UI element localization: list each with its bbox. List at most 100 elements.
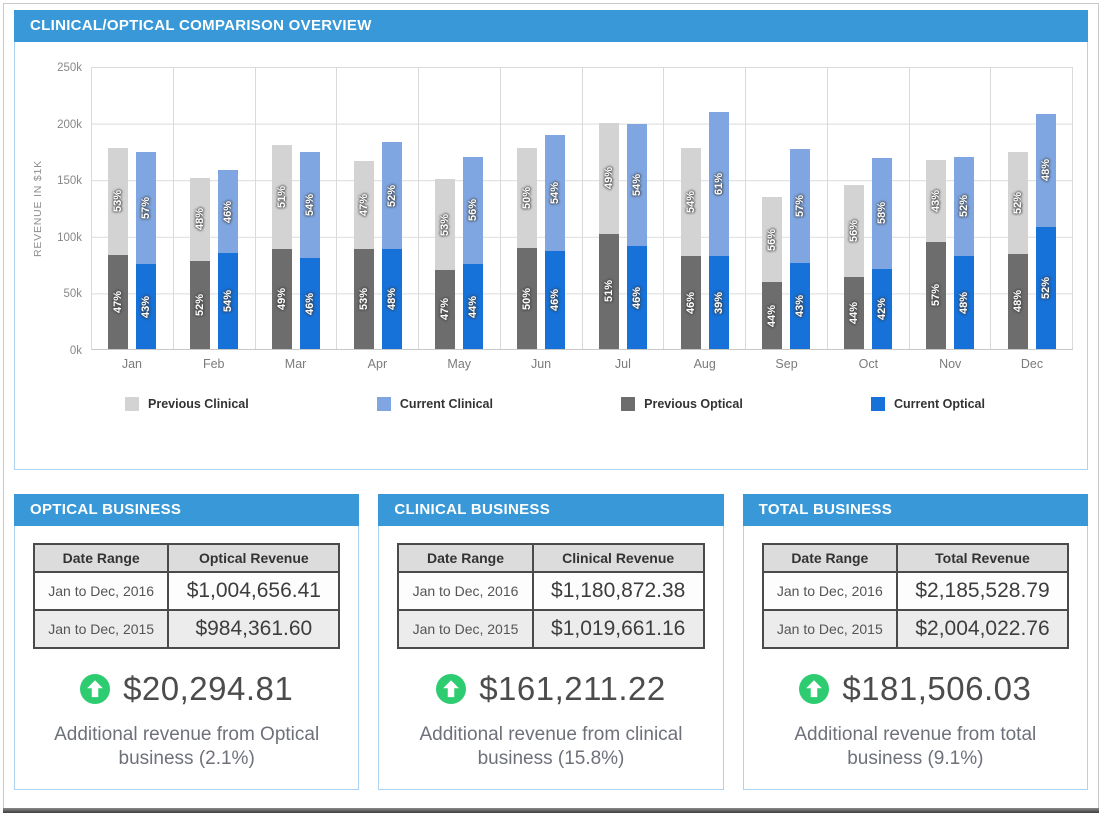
bar-segment-previous-optical: 47% — [108, 255, 129, 349]
month-column-apr: 53% 47% 48% 52% — [337, 67, 419, 349]
bar-segment-previous-optical: 44% — [762, 282, 783, 349]
bar-percent-label: 52% — [957, 195, 970, 218]
bar-segment-current-optical: 54% — [218, 252, 239, 349]
legend-item-current-optical[interactable]: Current Optical — [870, 397, 985, 411]
current-bar-feb: 54% 46% — [218, 170, 239, 349]
bar-percent-label: 53% — [112, 190, 125, 213]
previous-bar-may: 47% 53% — [435, 179, 456, 349]
y-tick-label: 0k — [69, 345, 82, 357]
bar-percent-label: 43% — [929, 189, 942, 212]
table-header-row: Date Range Total Revenue — [761, 543, 1069, 573]
x-tick-label: May — [447, 357, 472, 371]
legend-swatch — [376, 397, 391, 411]
bar-percent-label: 51% — [275, 186, 288, 209]
bar-percent-label: 56% — [848, 219, 861, 242]
legend-item-previous-clinical[interactable]: Previous Clinical — [125, 397, 249, 411]
bar-segment-previous-clinical: 56% — [762, 197, 783, 283]
bar-segment-previous-optical: 50% — [517, 248, 538, 349]
previous-bar-dec: 48% 52% — [1007, 152, 1028, 349]
current-bar-dec: 52% 48% — [1035, 113, 1056, 349]
delta-amount: $161,211.22 — [479, 670, 666, 707]
arrow-up-circle-icon — [80, 674, 111, 704]
bar-segment-current-clinical: 57% — [136, 152, 157, 265]
chart-panel-body: REVENUE IN $1K 0k 50k 100k 150k 200k 250k 47%… — [14, 42, 1088, 470]
x-tick-label: Jan — [121, 357, 142, 371]
optical-business-panel: OPTICAL BUSINESS Date Range Optical Reve… — [14, 494, 360, 790]
current-bar-sep: 43% 57% — [790, 148, 811, 349]
chart-panel-header: CLINICAL/OPTICAL COMPARISON OVERVIEW — [14, 10, 1088, 42]
optical-panel-title: OPTICAL BUSINESS — [30, 501, 182, 518]
delta-row: $20,294.81 — [33, 670, 340, 708]
bar-segment-current-optical: 48% — [953, 256, 974, 349]
clinical-panel-header: CLINICAL BUSINESS — [378, 494, 724, 526]
bar-segment-current-clinical: 52% — [953, 156, 974, 257]
bar-segment-current-clinical: 54% — [545, 135, 566, 251]
previous-bar-oct: 44% 56% — [844, 184, 865, 349]
legend-swatch — [870, 397, 885, 411]
arrow-up-circle-icon — [799, 674, 830, 704]
bar-percent-label: 44% — [467, 295, 480, 318]
column-header-clinical-revenue: Clinical Revenue — [531, 543, 705, 573]
bar-percent-label: 48% — [957, 291, 970, 314]
revenue-cell: $984,361.60 — [167, 609, 341, 649]
legend-item-current-clinical[interactable]: Current Clinical — [376, 397, 493, 411]
dashboard-page: CLINICAL/OPTICAL COMPARISON OVERVIEW REV… — [3, 3, 1099, 808]
date-range-cell: Jan to Dec, 2015 — [32, 609, 170, 649]
x-tick-label: Mar — [284, 357, 307, 371]
revenue-cell: $2,004,022.76 — [896, 609, 1069, 649]
current-bar-aug: 39% 61% — [708, 112, 729, 349]
bar-segment-current-optical: 43% — [790, 263, 811, 349]
legend-label: Current Clinical — [399, 397, 493, 411]
table-row: Jan to Dec, 2016 $1,180,872.38 — [397, 571, 705, 611]
month-column-jul: 51% 49% 46% 54% — [583, 67, 665, 349]
bar-percent-label: 47% — [112, 290, 125, 314]
current-bar-jan: 43% 57% — [136, 152, 157, 349]
delta-row: $181,506.03 — [762, 670, 1069, 708]
delta-description: Additional revenue from clinical busines… — [419, 724, 683, 770]
revenue-cell: $2,185,528.79 — [896, 571, 1069, 611]
delta-amount: $181,506.03 — [842, 670, 1032, 707]
bar-percent-label: 50% — [521, 186, 534, 209]
bar-segment-current-optical: 46% — [545, 250, 566, 349]
date-range-cell: Jan to Dec, 2015 — [761, 609, 899, 649]
legend-swatch — [621, 397, 636, 411]
bar-percent-label: 48% — [194, 208, 207, 231]
table-row: Jan to Dec, 2015 $2,004,022.76 — [761, 609, 1069, 649]
previous-bar-aug: 46% 54% — [680, 147, 701, 349]
x-axis: Jan Feb Mar Apr May Jun Jul Aug Sep Oct Nov Dec — [91, 357, 1073, 371]
bar-segment-current-optical: 48% — [381, 249, 402, 349]
table-header-row: Date Range Clinical Revenue — [397, 543, 705, 573]
clinical-business-panel: CLINICAL BUSINESS Date Range Clinical Re… — [378, 494, 724, 790]
chart-panel-title: CLINICAL/OPTICAL COMPARISON OVERVIEW — [30, 17, 372, 34]
month-column-jan: 47% 53% 43% 57% — [92, 67, 174, 349]
bar-percent-label: 51% — [602, 280, 615, 303]
date-range-cell: Jan to Dec, 2015 — [397, 609, 534, 649]
y-tick-label: 150k — [57, 175, 82, 188]
x-tick-label: Oct — [858, 357, 879, 371]
bar-segment-previous-clinical: 48% — [190, 178, 211, 261]
legend-item-previous-optical[interactable]: Previous Optical — [621, 397, 743, 411]
bar-percent-label: 54% — [303, 194, 316, 217]
bar-percent-label: 46% — [630, 286, 643, 309]
y-tick-label: 50k — [63, 288, 82, 301]
current-bar-apr: 48% 52% — [381, 141, 402, 349]
bar-percent-label: 47% — [357, 194, 370, 217]
revenue-cell: $1,180,872.38 — [531, 571, 705, 611]
bar-percent-label: 54% — [549, 181, 562, 204]
legend-swatch — [125, 397, 139, 411]
column-header-date-range: Date Range — [32, 543, 170, 573]
current-bar-nov: 48% 52% — [953, 156, 974, 349]
bar-segment-previous-optical: 46% — [680, 256, 701, 349]
bar-segment-previous-clinical: 54% — [680, 147, 701, 257]
bar-segment-current-optical: 43% — [136, 264, 157, 349]
bar-percent-label: 57% — [794, 194, 807, 217]
total-panel-header: TOTAL BUSINESS — [742, 494, 1088, 526]
bar-percent-label: 56% — [766, 228, 779, 251]
revenue-cell: $1,019,661.16 — [531, 609, 705, 649]
optical-revenue-table: Date Range Optical Revenue Jan to Dec, 2… — [32, 543, 341, 649]
bar-segment-current-optical: 42% — [872, 268, 893, 349]
bar-percent-label: 56% — [467, 199, 480, 222]
y-axis: 0k 50k 100k 150k 200k 250k — [47, 62, 91, 357]
bar-segment-current-clinical: 58% — [872, 157, 893, 269]
table-row: Jan to Dec, 2016 $2,185,528.79 — [761, 571, 1069, 611]
